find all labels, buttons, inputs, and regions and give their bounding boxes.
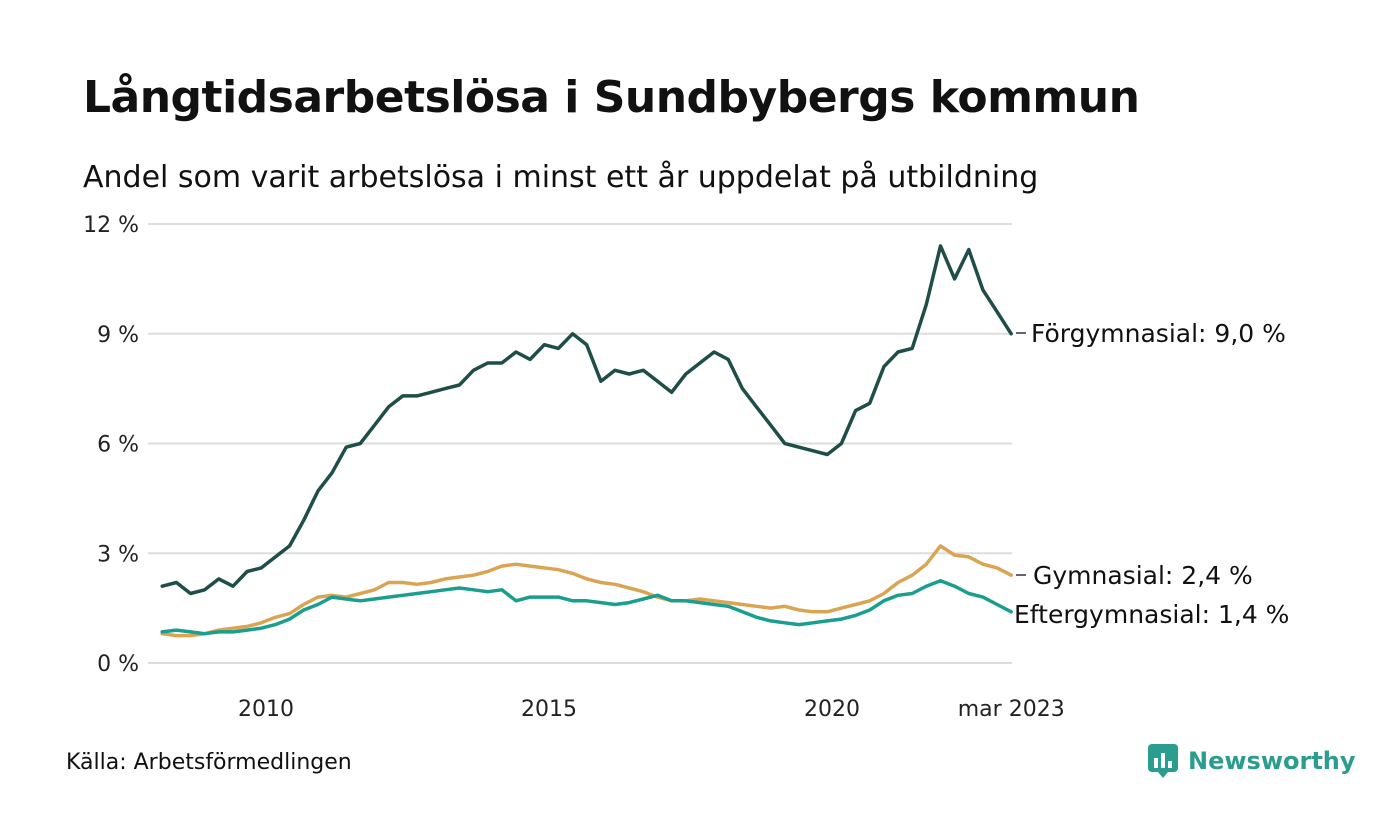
y-axis-ticks: 0 % 3 % 6 % 9 % 12 % [83,213,139,677]
x-tick-label: 2015 [521,697,577,722]
y-tick-label: 3 % [97,542,139,567]
y-tick-label: 0 % [97,652,139,677]
chart-subtitle: Andel som varit arbetslösa i minst ett å… [83,160,1039,195]
series-label-gymnasial: Gymnasial: 2,4 % [1033,561,1253,590]
gridlines [148,223,1012,664]
y-tick-label: 9 % [97,323,139,348]
series-lines [160,244,1013,638]
series-label-förgymnasial: Förgymnasial: 9,0 % [1031,319,1286,348]
source-note: Källa: Arbetsförmedlingen [66,750,352,775]
brand-logo[interactable]: Newsworthy [1148,744,1356,778]
x-tick-label: 2020 [804,697,860,722]
series-label-eftergymnasial: Eftergymnasial: 1,4 % [1014,600,1289,629]
series-line-förgymnasial [160,244,1013,596]
newsworthy-logo-icon [1148,744,1178,778]
y-tick-label: 6 % [97,433,139,458]
series-line-eftergymnasial [160,578,1013,636]
x-axis-ticks: 2010 2015 2020 mar 2023 [238,697,1065,722]
y-tick-label: 12 % [83,213,139,238]
series-line-gymnasial [160,544,1013,638]
x-tick-label: 2010 [238,697,294,722]
brand-name: Newsworthy [1188,747,1356,775]
series-labels: Förgymnasial: 9,0 % Gymnasial: 2,4 % Efter… [1014,319,1289,629]
chart-title: Långtidsarbetslösa i Sundbybergs kommun [83,72,1140,123]
x-tick-label: mar 2023 [958,697,1065,722]
